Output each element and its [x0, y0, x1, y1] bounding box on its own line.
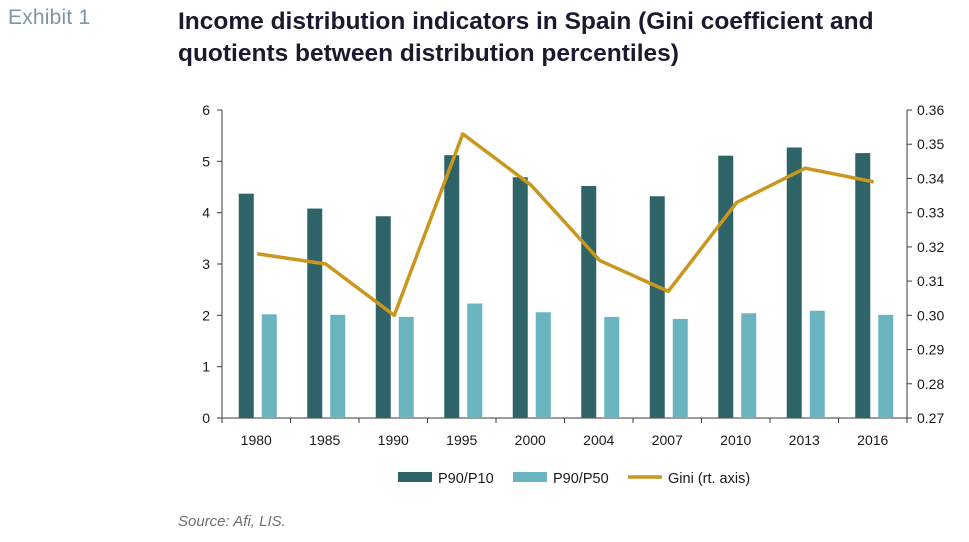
legend-label-p90-p10: P90/P10: [438, 471, 494, 487]
bar-p90-p50: [535, 312, 551, 418]
left-tick-label: 6: [202, 102, 210, 118]
left-tick-label: 3: [202, 256, 210, 272]
left-tick-label: 4: [202, 205, 210, 221]
left-tick-label: 5: [202, 153, 210, 169]
x-tick-label: 2016: [857, 432, 888, 448]
source-note: Source: Afi, LIS.: [178, 513, 286, 530]
x-tick-label: 2013: [789, 432, 820, 448]
right-tick-label: 0.36: [917, 102, 944, 118]
right-tick-label: 0.33: [917, 205, 944, 221]
legend-label-p90-p50: P90/P50: [553, 471, 609, 487]
bar-p90-p10: [307, 208, 323, 418]
x-tick-label: 1985: [309, 432, 340, 448]
legend-swatch-p90-p10: [398, 472, 432, 482]
x-tick-label: 1990: [378, 432, 409, 448]
bar-p90-p50: [261, 314, 277, 418]
right-tick-label: 0.29: [917, 342, 944, 358]
bar-p90-p10: [718, 155, 734, 419]
right-tick-label: 0.32: [917, 239, 944, 255]
bar-p90-p10: [649, 196, 665, 418]
x-tick-label: 2010: [720, 432, 751, 448]
bar-p90-p50: [809, 310, 825, 418]
right-tick-label: 0.31: [917, 273, 944, 289]
bar-p90-p50: [467, 303, 483, 418]
bar-p90-p50: [330, 314, 346, 418]
right-tick-label: 0.34: [917, 170, 944, 186]
bar-p90-p50: [878, 314, 894, 418]
right-tick-label: 0.30: [917, 307, 944, 323]
x-tick-label: 2004: [583, 432, 614, 448]
bar-p90-p10: [512, 177, 528, 418]
left-tick-label: 1: [202, 359, 210, 375]
left-tick-label: 2: [202, 307, 210, 323]
right-tick-label: 0.28: [917, 376, 944, 392]
gini-line: [256, 132, 875, 318]
bar-p90-p10: [581, 185, 597, 418]
legend-swatch-p90-p50: [513, 472, 547, 482]
x-tick-label: 2007: [652, 432, 683, 448]
x-tick-label: 1995: [446, 432, 477, 448]
bar-p90-p10: [855, 153, 871, 418]
legend-label-gini: Gini (rt. axis): [668, 471, 750, 487]
exhibit-label: Exhibit 1: [8, 6, 91, 29]
right-tick-label: 0.27: [917, 410, 944, 426]
x-tick-label: 2000: [515, 432, 546, 448]
x-tick-label: 1980: [241, 432, 272, 448]
left-tick-label: 0: [202, 410, 210, 426]
right-tick-label: 0.35: [917, 136, 944, 152]
bar-p90-p10: [444, 155, 460, 418]
bar-p90-p50: [398, 316, 414, 418]
bar-p90-p10: [786, 147, 802, 418]
bar-p90-p10: [375, 216, 391, 418]
chart: 0 1 2 3 4 5 6 0.27 0.28 0.29 0.30 0.31 0.32 0.33 0.34 0…: [202, 102, 944, 487]
bar-p90-p50: [741, 313, 757, 418]
bar-p90-p50: [604, 316, 620, 418]
bar-p90-p50: [672, 318, 688, 418]
chart-title: Income distribution indicators in Spain …: [178, 8, 874, 67]
bar-p90-p10: [238, 193, 254, 418]
